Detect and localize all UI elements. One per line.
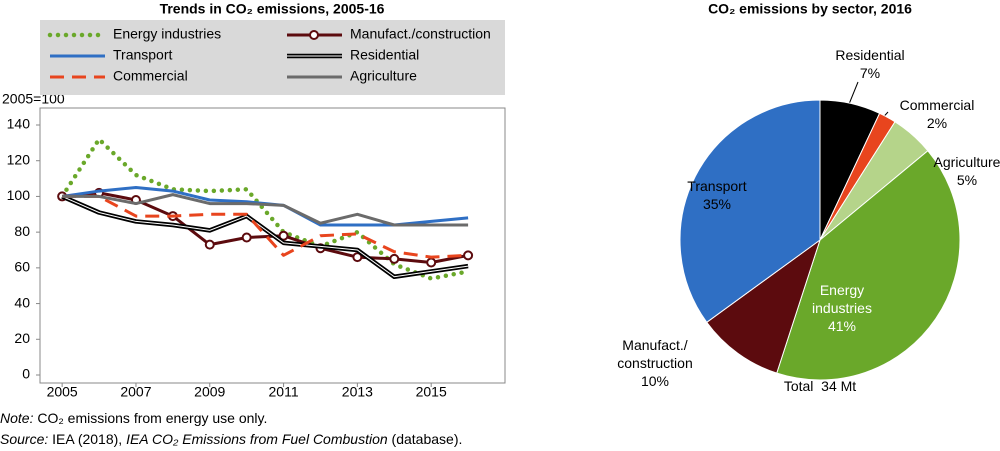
legend-label: Transport (113, 47, 173, 63)
legend-label: Residential (350, 47, 419, 63)
series-line (59, 137, 471, 281)
x-tick-label: 2011 (269, 384, 299, 400)
y-tick-label: 60 (14, 259, 30, 275)
series-marker (278, 230, 289, 241)
slice-label: Agriculture (933, 154, 1000, 170)
plot-frame (39, 107, 506, 384)
slice-label: Commercial (899, 97, 975, 113)
series-line (62, 194, 469, 259)
note-label: Note: (0, 410, 34, 426)
y-tick-label: 20 (14, 330, 30, 346)
series-marker (352, 252, 363, 263)
y-tick-label: 0 (22, 366, 30, 382)
slice-value-label: 5% (956, 172, 978, 188)
pie-slice (679, 99, 821, 323)
x-tick-label: 2007 (120, 384, 151, 400)
source-text: IEA (2018), (48, 431, 127, 447)
source: Source: IEA (2018), IEA CO₂ Emissions fr… (0, 431, 462, 447)
legend-label: Agriculture (350, 68, 417, 84)
pie-slice (776, 150, 961, 381)
legend-label: Manufact./construction (350, 26, 491, 42)
note: Note: CO₂ emissions from energy use only… (0, 410, 267, 426)
x-tick-label: 2005 (47, 384, 78, 400)
source-label: Source: (0, 431, 49, 447)
slice-value-label: 10% (640, 373, 670, 389)
slice-value-label: 2% (926, 115, 948, 131)
series-marker (463, 250, 474, 261)
slice-label: Transport (687, 178, 747, 194)
slice-value-label: 7% (859, 65, 881, 81)
series-line-highlight (61, 195, 469, 278)
slice-value-label: 41% (827, 318, 857, 334)
series-line (62, 193, 469, 227)
slice-label: Manufact./ construction (617, 337, 693, 371)
source-end: (database). (387, 431, 463, 447)
source-title: IEA CO₂ Emissions from Fuel Combustion (126, 431, 388, 447)
y-tick-label: 40 (14, 294, 30, 310)
series-line (61, 191, 469, 264)
x-tick-label: 2009 (194, 384, 225, 400)
series-marker (204, 239, 215, 250)
x-tick-label: 2013 (342, 384, 373, 400)
pie-slice (706, 238, 821, 374)
x-tick-label: 2015 (416, 384, 447, 400)
series-marker (426, 257, 437, 268)
legend-label: Commercial (113, 68, 188, 84)
legend-label: Energy industries (113, 26, 221, 42)
slice-value-label: 35% (702, 196, 732, 212)
legend-box (40, 20, 505, 95)
y-tick-label: 120 (7, 151, 31, 167)
y-tick-label: 100 (7, 187, 31, 203)
slice-label: Residential (835, 47, 905, 63)
total-annotation: Total 34 Mt (783, 378, 857, 394)
note-text: CO₂ emissions from energy use only. (33, 410, 268, 426)
y-tick-label: 140 (7, 116, 31, 132)
pie-chart-title: CO₂ emissions by sector, 2016 (708, 1, 912, 17)
y-tick-label: 80 (14, 223, 30, 239)
series-marker (389, 253, 400, 264)
slice-label: Energy industries (812, 282, 872, 316)
legend-symbol (309, 30, 319, 40)
line-chart-title: Trends in CO₂ emissions, 2005-16 (160, 1, 385, 17)
series-marker (241, 232, 252, 243)
